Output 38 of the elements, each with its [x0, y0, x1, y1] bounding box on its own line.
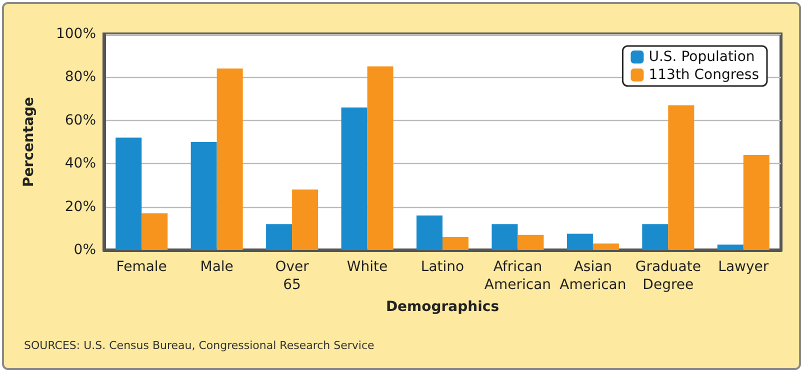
- y-tick-label: 100%: [56, 26, 96, 42]
- bar: [266, 224, 292, 250]
- bar: [492, 224, 518, 250]
- legend-label: U.S. Population: [648, 49, 755, 65]
- x-tick-label: Male: [200, 259, 234, 275]
- y-tick-label: 60%: [64, 112, 96, 128]
- y-tick-label: 20%: [64, 198, 96, 215]
- legend-label: 113th Congress: [648, 67, 760, 83]
- x-tick-label: Asian American: [560, 259, 626, 293]
- bar: [216, 68, 243, 250]
- bar: [292, 190, 318, 250]
- x-tick-label: African American: [484, 259, 552, 293]
- y-tick-label: 40%: [64, 156, 96, 172]
- x-tick-label: Over 65: [275, 259, 310, 293]
- y-tick-label: 80%: [64, 69, 96, 86]
- y-axis-title: Percentage: [21, 96, 37, 188]
- bar: [743, 154, 770, 250]
- bar: [717, 244, 744, 250]
- bar: [116, 138, 142, 250]
- bar: [190, 142, 217, 250]
- bar: [416, 215, 442, 250]
- x-tick-label: Graduate Degree: [635, 259, 701, 293]
- bar: [367, 66, 394, 250]
- y-tick-label: 0%: [74, 242, 96, 258]
- bar: [341, 107, 368, 250]
- bar: [592, 244, 619, 250]
- bar: [442, 237, 468, 250]
- x-axis-title: Demographics: [386, 299, 500, 315]
- bar: [518, 234, 544, 250]
- source-note: SOURCES: U.S. Census Bureau, Congressional Research Service: [24, 339, 375, 352]
- bar: [642, 224, 668, 250]
- bar: [142, 213, 168, 250]
- x-tick-label: Female: [116, 259, 167, 275]
- x-tick-label: Lawyer: [718, 259, 769, 275]
- bar: [668, 105, 694, 250]
- bar: [566, 234, 593, 250]
- x-tick-label: White: [346, 259, 388, 275]
- x-tick-label: Latino: [420, 259, 464, 275]
